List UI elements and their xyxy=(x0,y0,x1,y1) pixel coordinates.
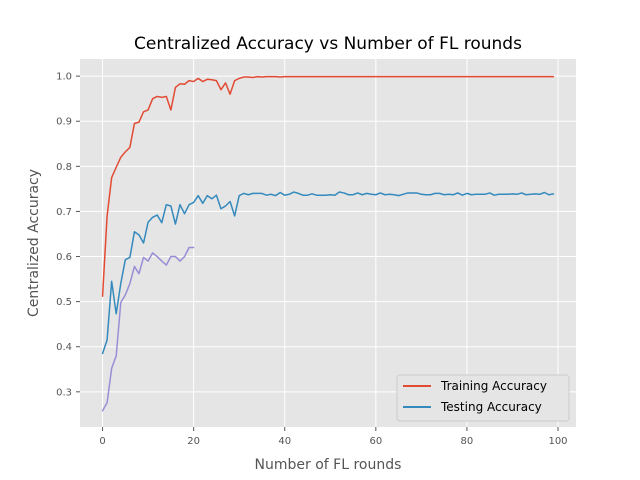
x-tick-label: 100 xyxy=(548,436,567,447)
y-tick-label: 0.8 xyxy=(56,162,72,173)
legend: Training Accuracy Testing Accuracy xyxy=(396,374,570,422)
x-tick-label: 80 xyxy=(461,436,474,447)
y-axis-label: Centralized Accuracy xyxy=(26,169,42,317)
axis-ticks: 0 20 40 60 80 100 0.3 0.4 0.5 0.6 0.7 0.8 0.9 1.0 xyxy=(56,72,567,447)
y-tick-label: 0.3 xyxy=(56,387,72,398)
x-axis-label: Number of FL rounds xyxy=(255,457,402,473)
x-tick-label: 20 xyxy=(187,436,200,447)
y-tick-label: 0.5 xyxy=(56,297,72,308)
chart-title: Centralized Accuracy vs Number of FL rou… xyxy=(134,34,522,54)
legend-label-training: Training Accuracy xyxy=(440,379,547,393)
y-tick-label: 0.6 xyxy=(56,252,72,263)
y-tick-label: 0.7 xyxy=(56,207,72,218)
legend-box xyxy=(396,374,570,422)
series-lines xyxy=(101,75,555,412)
y-tick-label: 0.9 xyxy=(56,117,72,128)
y-tick-label: 0.4 xyxy=(56,342,72,353)
training-accuracy-line xyxy=(101,75,555,297)
x-tick-label: 0 xyxy=(99,436,105,447)
legend-label-testing: Testing Accuracy xyxy=(440,400,542,414)
x-tick-label: 60 xyxy=(369,436,382,447)
x-tick-label: 40 xyxy=(278,436,291,447)
y-tick-label: 1.0 xyxy=(56,72,72,83)
series-2-line xyxy=(101,246,195,412)
testing-accuracy-line xyxy=(101,191,555,355)
plot-area xyxy=(80,59,576,427)
